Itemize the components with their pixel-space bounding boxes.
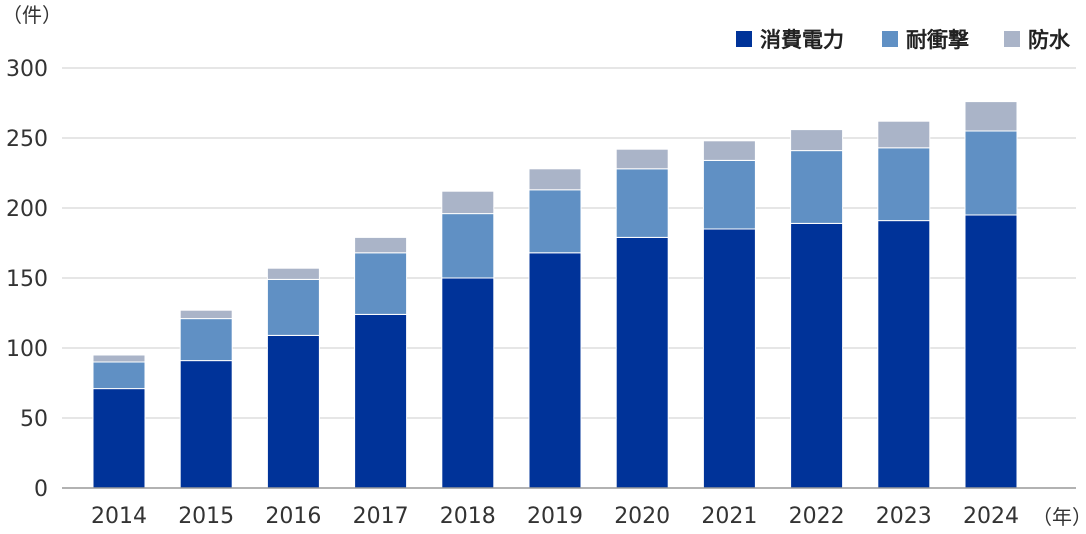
bar-2016-series-0 xyxy=(266,334,320,489)
bar-2020-series-2 xyxy=(615,148,669,170)
legend-swatch-1 xyxy=(882,31,898,47)
legend: 消費電力 耐衝撃 防水 xyxy=(736,28,1071,52)
bar-2024-series-2 xyxy=(964,101,1018,132)
y-tick-label-150: 150 xyxy=(6,267,48,292)
bar-2019-series-2 xyxy=(528,168,582,191)
x-tick-label-2024: 2024 xyxy=(963,504,1019,529)
bar-2018-series-0 xyxy=(441,277,495,489)
axes: 0 50 100 150 200 250 300 2014 2015 2016 2017 2018 20… xyxy=(6,57,1076,529)
bar-2023-series-0 xyxy=(877,220,931,489)
bar-2015-series-2 xyxy=(179,309,233,320)
bar-2022-series-0 xyxy=(790,222,844,489)
legend-swatch-2 xyxy=(1004,31,1020,47)
bar-2014-series-2 xyxy=(92,354,146,363)
bar-2015-series-1 xyxy=(179,318,233,362)
bar-2015-series-0 xyxy=(179,360,233,489)
bar-2016-series-1 xyxy=(266,278,320,336)
bar-2017-series-2 xyxy=(354,236,408,254)
bar-2023-series-2 xyxy=(877,120,931,149)
bar-2020-series-0 xyxy=(615,236,669,489)
bar-2018-series-2 xyxy=(441,190,495,215)
x-tick-label-2018: 2018 xyxy=(440,504,496,529)
y-tick-label-0: 0 xyxy=(34,477,48,502)
bar-2021-series-0 xyxy=(702,228,756,489)
x-tick-label-2017: 2017 xyxy=(353,504,409,529)
bar-2023-series-1 xyxy=(877,147,931,222)
y-tick-label-100: 100 xyxy=(6,337,48,362)
x-tick-label-2019: 2019 xyxy=(527,504,583,529)
bar-2022-series-1 xyxy=(790,150,844,224)
bar-2017-series-0 xyxy=(354,313,408,489)
bar-2022-series-2 xyxy=(790,129,844,152)
x-tick-label-2020: 2020 xyxy=(614,504,670,529)
bar-2024-series-0 xyxy=(964,214,1018,489)
x-tick-label-2015: 2015 xyxy=(178,504,234,529)
x-tick-label-2023: 2023 xyxy=(876,504,932,529)
x-axis-unit: （年） xyxy=(1032,505,1086,529)
bar-2017-series-1 xyxy=(354,252,408,315)
bar-2020-series-1 xyxy=(615,168,669,238)
x-tick-label-2016: 2016 xyxy=(265,504,321,529)
y-tick-label-300: 300 xyxy=(6,57,48,82)
bar-2019-series-1 xyxy=(528,189,582,254)
legend-label-0: 消費電力 xyxy=(760,28,844,52)
bar-2021-series-1 xyxy=(702,159,756,230)
legend-swatch-0 xyxy=(736,31,752,47)
bar-2014-series-1 xyxy=(92,361,146,390)
x-tick-label-2021: 2021 xyxy=(701,504,757,529)
legend-label-1: 耐衝撃 xyxy=(906,28,969,52)
x-tick-label-2022: 2022 xyxy=(789,504,845,529)
bar-2021-series-2 xyxy=(702,140,756,161)
bar-2019-series-0 xyxy=(528,252,582,489)
y-tick-label-250: 250 xyxy=(6,127,48,152)
bar-2014-series-0 xyxy=(92,388,146,489)
x-tick-label-2014: 2014 xyxy=(91,504,147,529)
y-tick-label-50: 50 xyxy=(20,407,48,432)
bars xyxy=(92,101,1018,489)
y-axis-unit: （件） xyxy=(2,3,62,27)
bar-2024-series-1 xyxy=(964,130,1018,216)
bar-2018-series-1 xyxy=(441,213,495,279)
y-tick-label-200: 200 xyxy=(6,197,48,222)
bar-2016-series-2 xyxy=(266,267,320,280)
legend-label-2: 防水 xyxy=(1028,28,1071,52)
